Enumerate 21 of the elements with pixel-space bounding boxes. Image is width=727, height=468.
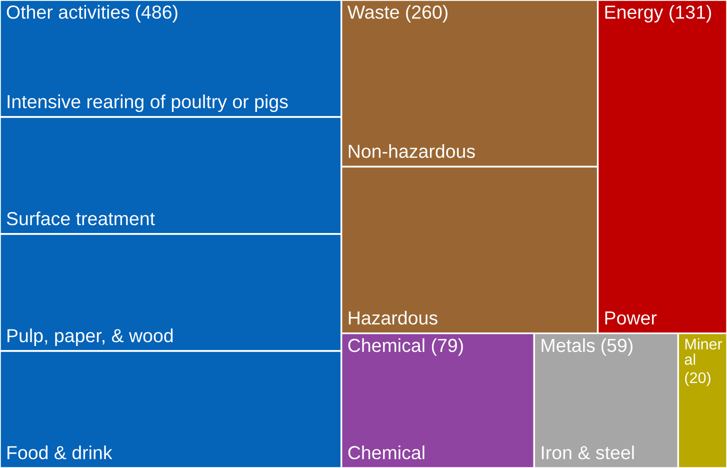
text: Chemical — [348, 338, 424, 352]
text: Pulp, paper, & wood — [8, 328, 173, 346]
category-label: Mineral — [684, 338, 722, 365]
text: Hazardous — [348, 310, 438, 325]
data-label: (59) — [601, 338, 632, 356]
text: Non-hazardous — [348, 144, 475, 158]
data-label: (260) — [406, 5, 448, 22]
category-label: Waste — [347, 6, 399, 19]
text: Power — [605, 312, 657, 325]
data-label: (20) — [685, 372, 710, 386]
text: Intensive rearing of poultry or pigs — [8, 94, 288, 112]
data-label: (131) — [670, 5, 712, 22]
text: Iron & steel — [542, 446, 634, 460]
data-label: (79) — [432, 338, 463, 356]
category-label: Metals — [542, 338, 595, 352]
category-label: Energy — [605, 6, 664, 22]
category-label: Chemical — [348, 446, 424, 460]
data-label: (486) — [136, 5, 178, 22]
category-label: Other activities — [6, 5, 130, 19]
text: Surface treatment — [6, 212, 155, 226]
text: Food & drink — [8, 446, 112, 460]
